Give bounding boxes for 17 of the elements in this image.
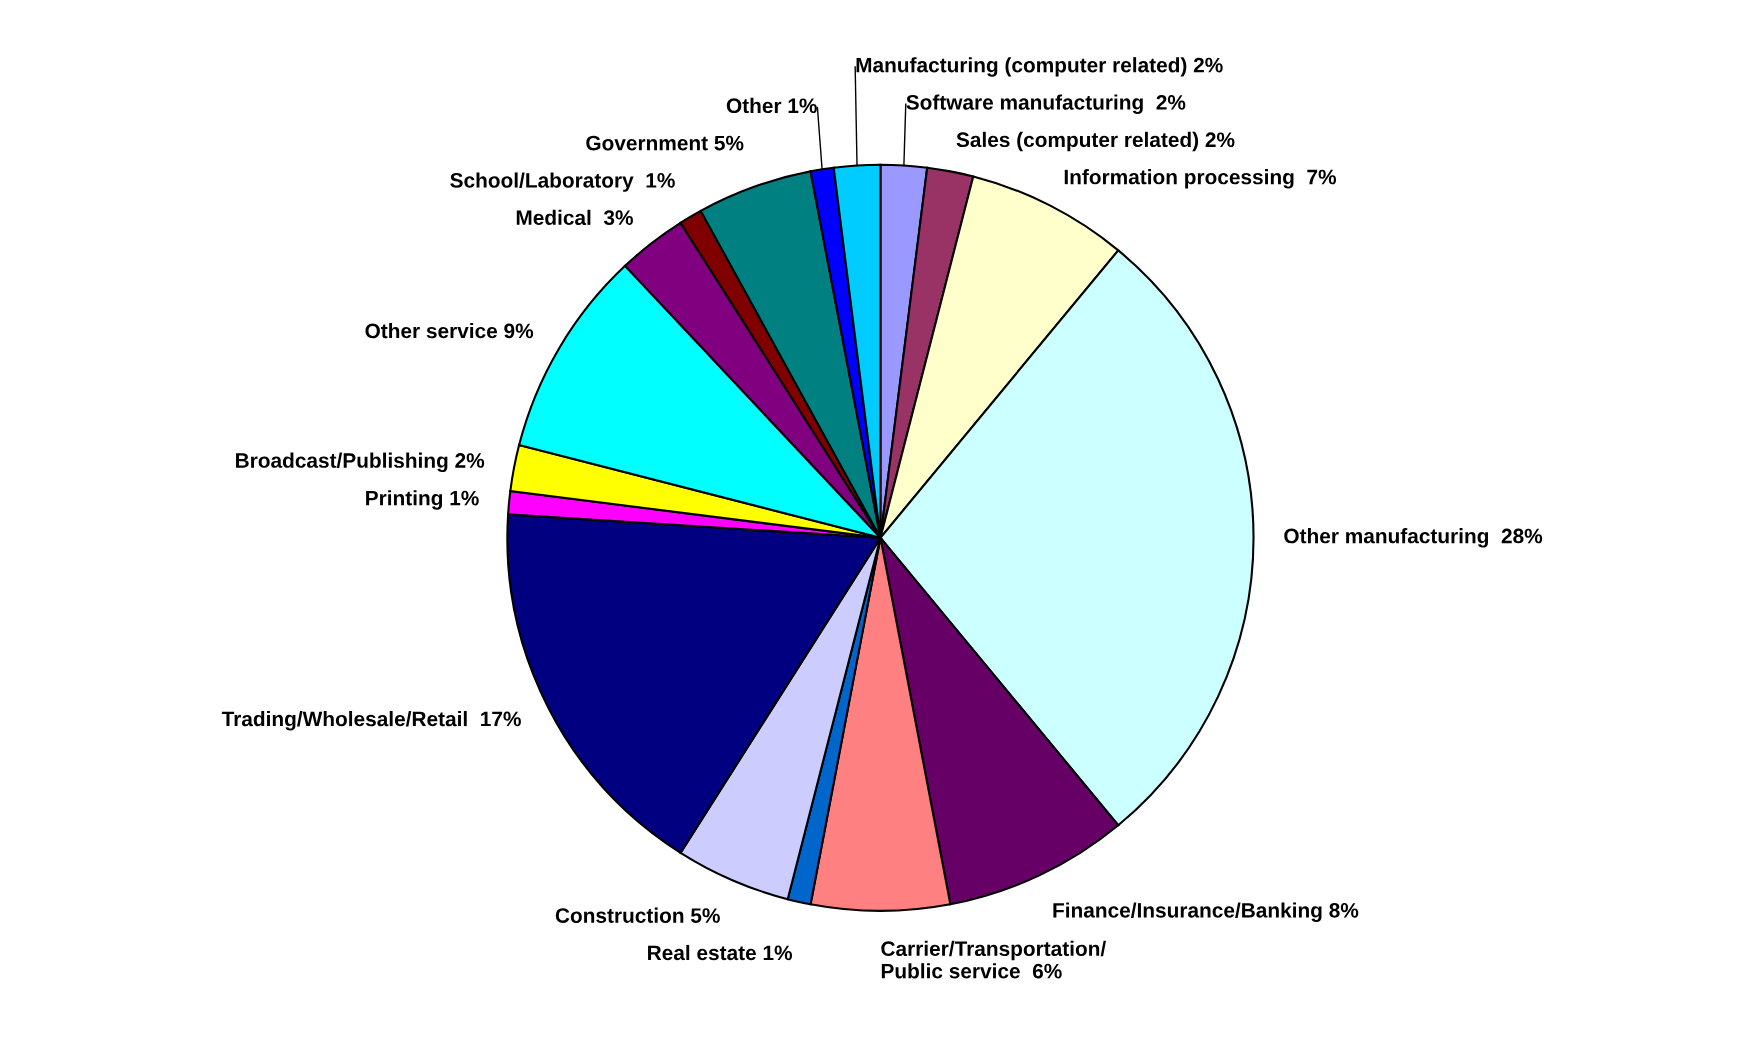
slice-label: Broadcast/Publishing 2% [236, 452, 485, 473]
slice-label: Manufacturing (computer related) 2% [856, 57, 1223, 77]
slice-label: Other 1% [726, 97, 817, 114]
slice-label: Printing 1% [366, 490, 479, 510]
slice-label: Information processing 7% [1064, 169, 1337, 189]
slice-label: Other service 9% [365, 323, 534, 339]
slice-label: Sales (computer related) 2% [956, 131, 1235, 152]
slice-label: Medical 3% [516, 209, 633, 226]
slice-label: Software manufacturing 2% [906, 94, 1186, 114]
slice-label: Real estate 1% [648, 944, 793, 961]
slice-label: Carrier/Transportation/ Public service 6% [881, 940, 1107, 979]
slice-label: Other manufacturing 28% [1284, 528, 1543, 548]
slice-label: Trading/Wholesale/Retail 17% [221, 710, 521, 731]
slice-label: Construction 5% [555, 907, 720, 923]
slice-label: Finance/Insurance/Banking 8% [1053, 902, 1359, 922]
slice-label: Government 5% [586, 135, 744, 151]
slice-label: School/Laboratory 1% [450, 172, 675, 192]
